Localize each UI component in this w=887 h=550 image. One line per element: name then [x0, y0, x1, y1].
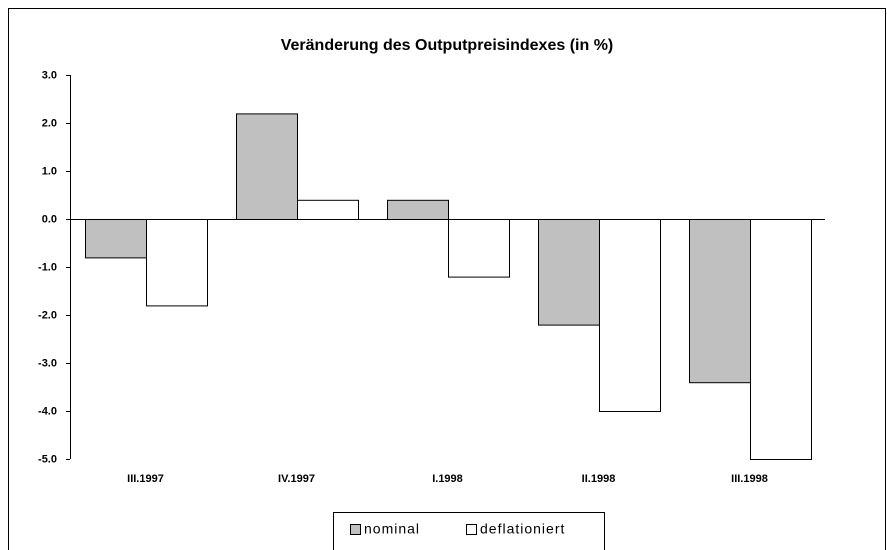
x-tick-label: III.1997: [127, 473, 164, 485]
chart-title: Veränderung des Outputpreisindexes (in %…: [281, 37, 614, 54]
legend-label: nominal: [364, 521, 420, 537]
y-tick-label: -4.0: [38, 405, 57, 417]
bar: [387, 199, 449, 221]
bar: [236, 113, 298, 220]
bar: [689, 219, 751, 384]
x-tick-label: IV.1997: [278, 473, 315, 485]
y-tick-label: -1.0: [38, 261, 57, 273]
bar: [297, 199, 359, 221]
bar: [146, 219, 208, 307]
y-tick-label: 1.0: [42, 165, 57, 177]
y-tick-label: -5.0: [38, 453, 57, 465]
x-tick-label: II.1998: [582, 473, 616, 485]
bar: [448, 219, 510, 278]
y-tick-label: -2.0: [38, 309, 57, 321]
bar: [599, 219, 661, 412]
bar: [85, 219, 147, 259]
legend-label: deflationiert: [480, 521, 565, 537]
bar: [750, 219, 812, 460]
x-tick-label: I.1998: [432, 473, 463, 485]
y-tick-label: 3.0: [42, 69, 57, 81]
x-tick-label: III.1998: [731, 473, 768, 485]
y-tick-label: -3.0: [38, 357, 57, 369]
y-tick-label: 0.0: [42, 213, 57, 225]
y-tick-label: 2.0: [42, 117, 57, 129]
legend-swatch: [466, 524, 477, 535]
bar: [538, 219, 600, 326]
legend-swatch: [350, 524, 361, 535]
